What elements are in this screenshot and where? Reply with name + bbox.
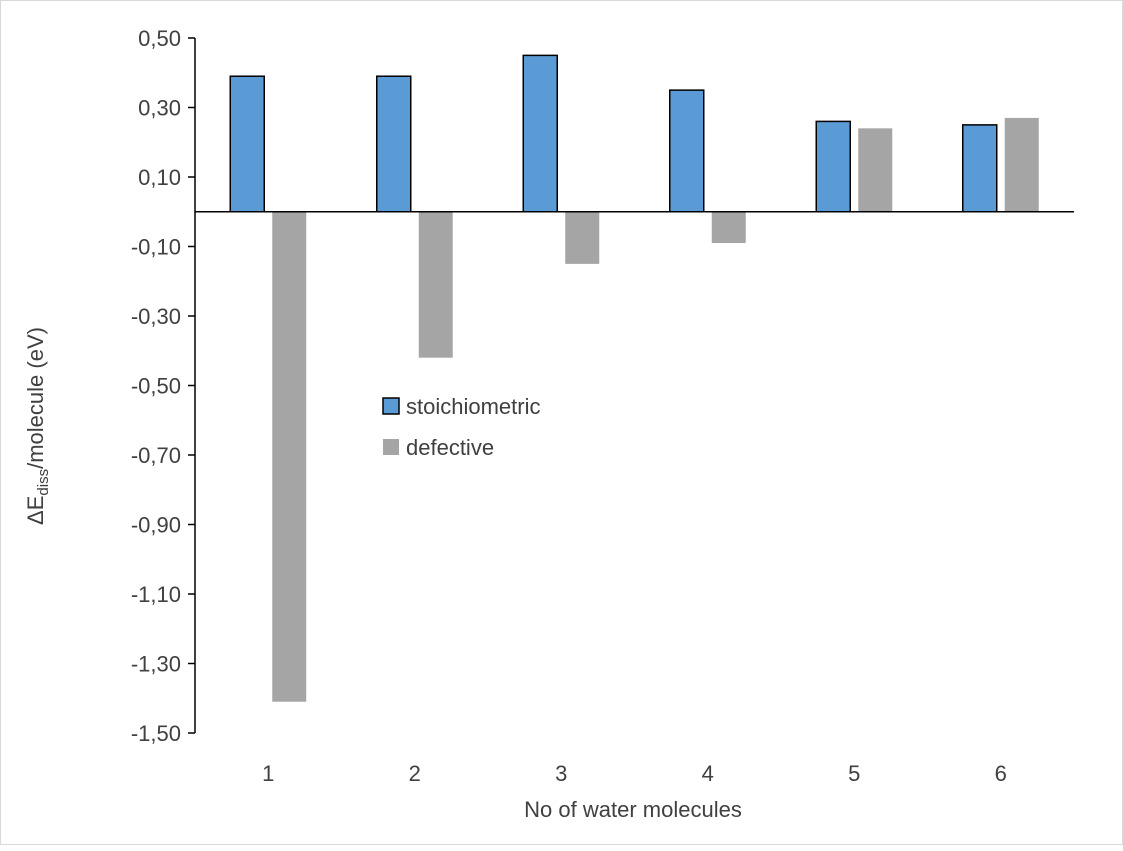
- y-tick-labels: 0,50 0,30 0,10 -0,10 -0,30 -0,50 -0,70 -0,90 -1,…: [131, 26, 181, 746]
- y-tick-label: 0,10: [138, 165, 181, 190]
- bar-stoichiometric-6: [962, 124, 998, 213]
- legend-swatch-stoichiometric: [382, 397, 400, 415]
- x-tick-labels: 1 2 3 4 5 6: [262, 761, 1007, 786]
- x-tick-label: 2: [409, 761, 421, 786]
- y-axis-title: ΔEdiss/molecule (eV): [23, 327, 52, 525]
- y-axis-title-suffix: /molecule (eV): [23, 327, 48, 469]
- bar-defective-4: [711, 211, 746, 244]
- bar-defective-2: [418, 211, 453, 358]
- x-tick-label: 4: [702, 761, 714, 786]
- y-tick-label: -1,50: [131, 721, 181, 746]
- x-tick-label: 1: [262, 761, 274, 786]
- y-tick-label: 0,30: [138, 96, 181, 121]
- y-tick-label: -1,10: [131, 582, 181, 607]
- y-tick-label: 0,50: [138, 26, 181, 51]
- legend-label-stoichiometric: stoichiometric: [406, 394, 540, 419]
- bar-stoichiometric-4: [669, 89, 705, 213]
- bar-defective-1: [272, 211, 307, 702]
- y-tick-label: -0,70: [131, 443, 181, 468]
- x-tick-label: 3: [555, 761, 567, 786]
- legend: stoichiometric defective: [382, 394, 540, 460]
- bar-stoichiometric-5: [815, 120, 851, 213]
- y-tick-label: -0,90: [131, 513, 181, 538]
- y-tick-label: -0,10: [131, 235, 181, 260]
- bar-stoichiometric-2: [376, 75, 412, 213]
- legend-swatch-defective: [383, 439, 399, 455]
- y-tick-label: -0,50: [131, 374, 181, 399]
- y-tick-label: -0,30: [131, 304, 181, 329]
- bar-defective-5: [858, 128, 893, 212]
- x-tick-label: 6: [995, 761, 1007, 786]
- y-axis-title-prefix: ΔE: [23, 496, 48, 525]
- bar-defective-6: [1004, 117, 1039, 212]
- bar-stoichiometric-3: [522, 54, 558, 213]
- bar-stoichiometric-1: [229, 75, 265, 213]
- x-tick-label: 5: [848, 761, 860, 786]
- bars: [229, 54, 1039, 702]
- y-tick-label: -1,30: [131, 652, 181, 677]
- bar-defective-3: [565, 211, 600, 264]
- y-axis: [188, 37, 196, 734]
- y-axis-title-subscript: diss: [35, 469, 52, 496]
- legend-label-defective: defective: [406, 435, 494, 460]
- x-axis-title: No of water molecules: [524, 797, 742, 822]
